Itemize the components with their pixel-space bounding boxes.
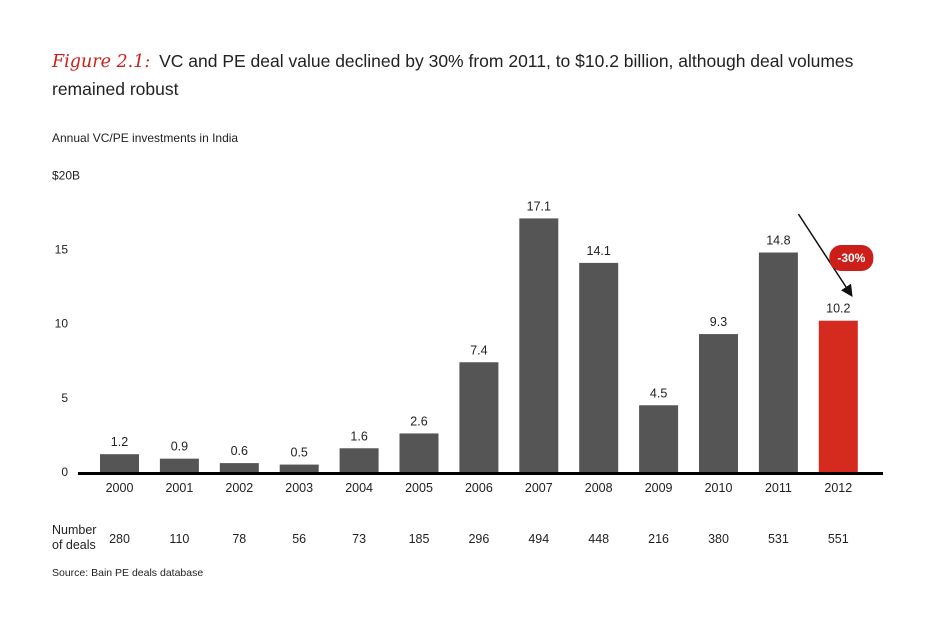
y-tick-label: 0 [61, 465, 68, 479]
bar [339, 448, 379, 472]
y-tick-label: $20B [52, 168, 80, 182]
x-tick-label: 2008 [585, 481, 613, 495]
x-tick-label: 2012 [824, 481, 852, 495]
x-tick-label: 2010 [705, 481, 733, 495]
bar [219, 463, 259, 472]
chart-title: Figure 2.1: VC and PE deal value decline… [52, 48, 922, 103]
deal-count: 494 [528, 532, 549, 546]
deal-count: 380 [708, 532, 729, 546]
bar [579, 262, 619, 472]
annotation-label: -30% [837, 251, 865, 265]
deal-count: 280 [109, 532, 130, 546]
deal-count: 78 [232, 532, 246, 546]
title-text: VC and PE deal value declined by 30% fro… [52, 51, 854, 99]
deal-count: 296 [468, 532, 489, 546]
deal-count: 551 [828, 532, 849, 546]
x-tick-label: 2007 [525, 481, 553, 495]
bar-value-label: 0.9 [171, 440, 188, 454]
deal-count: 56 [292, 532, 306, 546]
bar [758, 252, 798, 472]
deal-count: 73 [352, 532, 366, 546]
deal-count: 185 [409, 532, 430, 546]
bar [699, 334, 738, 472]
bar [159, 458, 199, 472]
y-tick-label: 15 [55, 243, 69, 257]
bar-value-label: 1.6 [350, 429, 367, 443]
bar [639, 405, 679, 472]
bar [279, 464, 319, 472]
x-tick-label: 2000 [106, 481, 134, 495]
bar [519, 218, 559, 472]
bar-value-label: 7.4 [470, 343, 487, 357]
bar-value-label: 0.5 [291, 446, 308, 460]
x-tick-label: 2001 [165, 481, 193, 495]
bar [399, 433, 439, 472]
x-tick-label: 2003 [285, 481, 313, 495]
source-note: Source: Bain PE deals database [52, 567, 204, 579]
bar-value-label: 4.5 [650, 386, 667, 400]
deal-count: 216 [648, 532, 669, 546]
bar [100, 454, 139, 472]
x-tick-label: 2009 [645, 481, 673, 495]
bar [459, 362, 499, 472]
x-tick-label: 2005 [405, 481, 433, 495]
bar-value-label: 1.2 [111, 435, 128, 449]
annotation-arrow [797, 213, 853, 298]
bar-value-label: 2.6 [410, 414, 427, 428]
figure-number: Figure 2.1: [52, 52, 151, 72]
x-tick-label: 2011 [765, 481, 792, 495]
bar-value-label: 0.6 [231, 444, 248, 458]
deals-row-label: Number [52, 523, 96, 537]
bar-value-label: 14.8 [766, 234, 790, 248]
deal-count: 531 [768, 532, 789, 546]
bar-value-label: 10.2 [826, 302, 850, 316]
x-tick-label: 2002 [225, 481, 253, 495]
y-tick-label: 10 [55, 317, 69, 331]
bar-value-label: 9.3 [710, 315, 727, 329]
annotation-badge [829, 245, 874, 271]
deals-row-label: of deals [52, 538, 96, 552]
deal-count: 110 [169, 532, 189, 546]
chart-subtitle: Annual VC/PE investments in India [52, 131, 239, 145]
deal-count: 448 [588, 532, 609, 546]
x-tick-label: 2006 [465, 481, 493, 495]
bar [818, 320, 858, 472]
y-tick-label: 5 [61, 391, 68, 405]
bar-value-label: 17.1 [527, 199, 551, 213]
x-tick-label: 2004 [345, 481, 373, 495]
bar-value-label: 14.1 [587, 244, 611, 258]
